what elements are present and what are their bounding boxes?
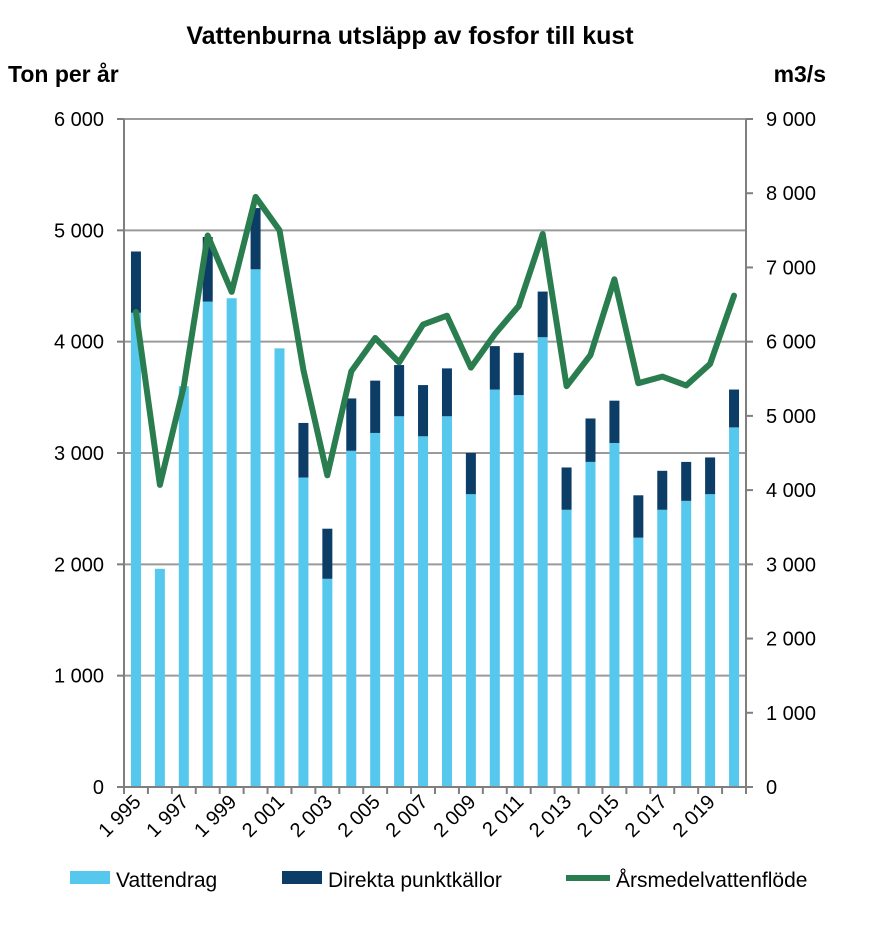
bar-vattendrag bbox=[657, 509, 668, 787]
x-tick-label: 2 003 bbox=[286, 791, 337, 842]
legend: Vattendrag Direkta punktkällor Årsmedelvat… bbox=[70, 869, 807, 892]
right-tick-labels: 0 1 000 2 000 3 000 4 000 5 000 6 000 7 000 8 00… bbox=[766, 109, 816, 799]
bar-vattendrag bbox=[633, 537, 644, 787]
bar-punktkallor bbox=[130, 251, 141, 313]
bar-punktkallor bbox=[681, 461, 692, 501]
right-tick-label: 0 bbox=[766, 777, 777, 799]
bars bbox=[130, 208, 740, 787]
gridlines bbox=[124, 118, 746, 677]
bar-vattendrag bbox=[226, 298, 237, 787]
right-tick-label: 1 000 bbox=[766, 703, 816, 725]
bar-vattendrag bbox=[465, 494, 476, 787]
x-tick-label: 2 001 bbox=[238, 791, 289, 842]
bar-punktkallor bbox=[489, 346, 500, 390]
bar-vattendrag bbox=[537, 337, 548, 787]
left-tick-label: 1 000 bbox=[54, 666, 104, 688]
bar-vattendrag bbox=[489, 389, 500, 787]
bar-punktkallor bbox=[537, 291, 548, 338]
bar-punktkallor bbox=[657, 470, 668, 510]
right-axis-title: m3/s bbox=[774, 61, 826, 87]
right-tick-label: 2 000 bbox=[766, 629, 816, 651]
bar-vattendrag bbox=[418, 436, 429, 787]
axes bbox=[117, 118, 753, 794]
bar-vattendrag bbox=[394, 416, 405, 787]
x-tick-label: 1 997 bbox=[142, 791, 193, 842]
x-tick-label: 2 005 bbox=[334, 791, 385, 842]
legend-label-punktkallor: Direkta punktkällor bbox=[328, 869, 502, 892]
bar-punktkallor bbox=[346, 398, 357, 451]
bar-vattendrag bbox=[441, 416, 452, 787]
x-tick-label: 2 011 bbox=[478, 791, 528, 841]
bar-punktkallor bbox=[370, 380, 381, 433]
bar-vattendrag bbox=[298, 477, 309, 787]
bar-punktkallor bbox=[609, 400, 620, 443]
bar-vattendrag bbox=[130, 312, 141, 787]
left-tick-label: 3 000 bbox=[54, 443, 104, 465]
bar-vattendrag bbox=[274, 348, 285, 787]
bar-vattendrag bbox=[585, 461, 596, 787]
right-tick-label: 5 000 bbox=[766, 406, 816, 428]
right-tick-label: 4 000 bbox=[766, 480, 816, 502]
flow-line bbox=[133, 193, 737, 488]
bar-punktkallor bbox=[633, 495, 644, 538]
bar-vattendrag bbox=[609, 442, 620, 787]
bar-vattendrag bbox=[370, 432, 381, 787]
bar-punktkallor bbox=[394, 365, 405, 417]
legend-label-vattendrag: Vattendrag bbox=[116, 869, 217, 892]
x-tick-label: 2 015 bbox=[573, 791, 624, 842]
bar-vattendrag bbox=[513, 395, 524, 787]
bar-punktkallor bbox=[705, 457, 716, 495]
right-tick-label: 8 000 bbox=[766, 183, 816, 205]
left-tick-labels: 0 1 000 2 000 3 000 4 000 5 000 6 000 bbox=[54, 109, 104, 799]
bar-punktkallor bbox=[322, 528, 333, 579]
legend-swatch-punktkallor bbox=[282, 871, 322, 884]
bar-punktkallor bbox=[418, 385, 429, 437]
flow-line-path bbox=[133, 193, 737, 488]
bar-vattendrag bbox=[178, 386, 189, 787]
x-tick-label: 2 007 bbox=[382, 791, 433, 842]
bar-punktkallor bbox=[729, 389, 740, 428]
x-tick-label: 2 013 bbox=[525, 791, 576, 842]
bar-vattendrag bbox=[322, 578, 333, 787]
right-tick-label: 3 000 bbox=[766, 554, 816, 576]
left-tick-label: 5 000 bbox=[54, 220, 104, 242]
x-tick-label: 2 017 bbox=[621, 791, 672, 842]
bar-punktkallor bbox=[585, 418, 596, 462]
bar-punktkallor bbox=[561, 467, 572, 510]
bar-punktkallor bbox=[513, 352, 524, 396]
left-tick-label: 4 000 bbox=[54, 332, 104, 354]
x-tick-label: 2 019 bbox=[669, 791, 720, 842]
legend-label-flow: Årsmedelvattenflöde bbox=[616, 869, 807, 892]
x-tick-label: 1 999 bbox=[190, 791, 241, 842]
bar-punktkallor bbox=[465, 453, 476, 495]
right-tick-label: 7 000 bbox=[766, 257, 816, 279]
left-axis-title: Ton per år bbox=[8, 61, 119, 87]
chart-title: Vattenburna utsläpp av fosfor till kust bbox=[186, 22, 634, 50]
bar-punktkallor bbox=[298, 422, 309, 478]
bar-punktkallor bbox=[441, 368, 452, 417]
right-tick-label: 9 000 bbox=[766, 109, 816, 131]
left-tick-label: 0 bbox=[93, 777, 104, 799]
bar-vattendrag bbox=[561, 509, 572, 787]
right-tick-label: 6 000 bbox=[766, 332, 816, 354]
bar-vattendrag bbox=[729, 427, 740, 787]
legend-swatch-vattendrag bbox=[70, 871, 110, 884]
bar-punktkallor bbox=[202, 237, 213, 302]
bar-vattendrag bbox=[202, 301, 213, 787]
bar-punktkallor bbox=[250, 208, 261, 270]
left-tick-label: 2 000 bbox=[54, 554, 104, 576]
left-tick-label: 6 000 bbox=[54, 109, 104, 131]
bar-vattendrag bbox=[250, 269, 261, 787]
x-tick-label: 2 009 bbox=[429, 791, 480, 842]
bar-vattendrag bbox=[705, 494, 716, 787]
bar-vattendrag bbox=[154, 568, 165, 787]
bar-vattendrag bbox=[346, 450, 357, 787]
bar-vattendrag bbox=[681, 500, 692, 787]
